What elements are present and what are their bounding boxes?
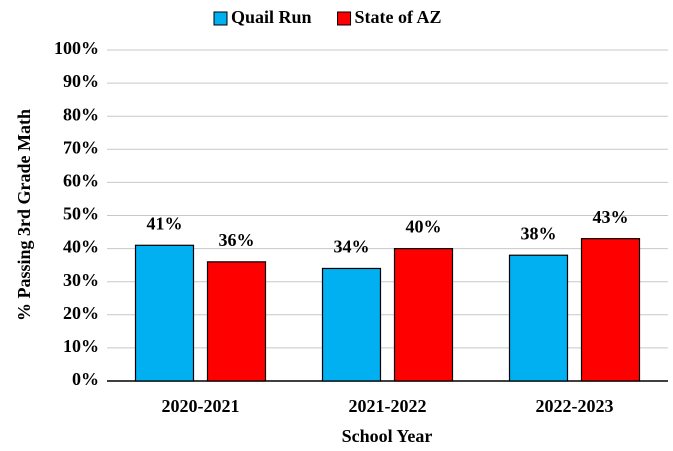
- bar: [393, 248, 454, 382]
- y-tick-label: 60%: [63, 171, 99, 191]
- y-tick-label: 70%: [63, 137, 99, 157]
- x-tick-label: 2022-2023: [536, 396, 614, 416]
- x-tick-label: 2020-2021: [162, 396, 240, 416]
- bar: [206, 261, 267, 382]
- y-tick-label: 0%: [72, 369, 99, 389]
- data-label: 43%: [593, 207, 629, 227]
- y-tick-label: 40%: [63, 237, 99, 257]
- legend-swatch: [213, 11, 228, 26]
- y-tick-label: 20%: [63, 303, 99, 323]
- y-tick-label: 80%: [63, 104, 99, 124]
- data-label: 40%: [406, 217, 442, 237]
- y-tick-label: 90%: [63, 71, 99, 91]
- x-tick-label: 2021-2022: [349, 396, 427, 416]
- data-label: 38%: [521, 223, 557, 243]
- legend-swatch: [337, 11, 352, 26]
- x-axis-label: School Year: [342, 426, 433, 446]
- y-tick-label: 10%: [63, 336, 99, 356]
- legend-label: Quail Run: [231, 7, 312, 27]
- y-tick-label: 50%: [63, 204, 99, 224]
- legend-label: State of AZ: [355, 7, 442, 27]
- bar: [508, 254, 569, 382]
- y-tick-label: 30%: [63, 270, 99, 290]
- y-axis-label: % Passing 3rd Grade Math: [14, 109, 34, 321]
- bar: [321, 267, 382, 382]
- bar: [580, 238, 641, 382]
- data-label: 34%: [334, 237, 370, 257]
- data-label: 41%: [147, 213, 183, 233]
- data-label: 36%: [219, 230, 255, 250]
- y-tick-label: 100%: [54, 38, 99, 58]
- bar: [134, 244, 195, 382]
